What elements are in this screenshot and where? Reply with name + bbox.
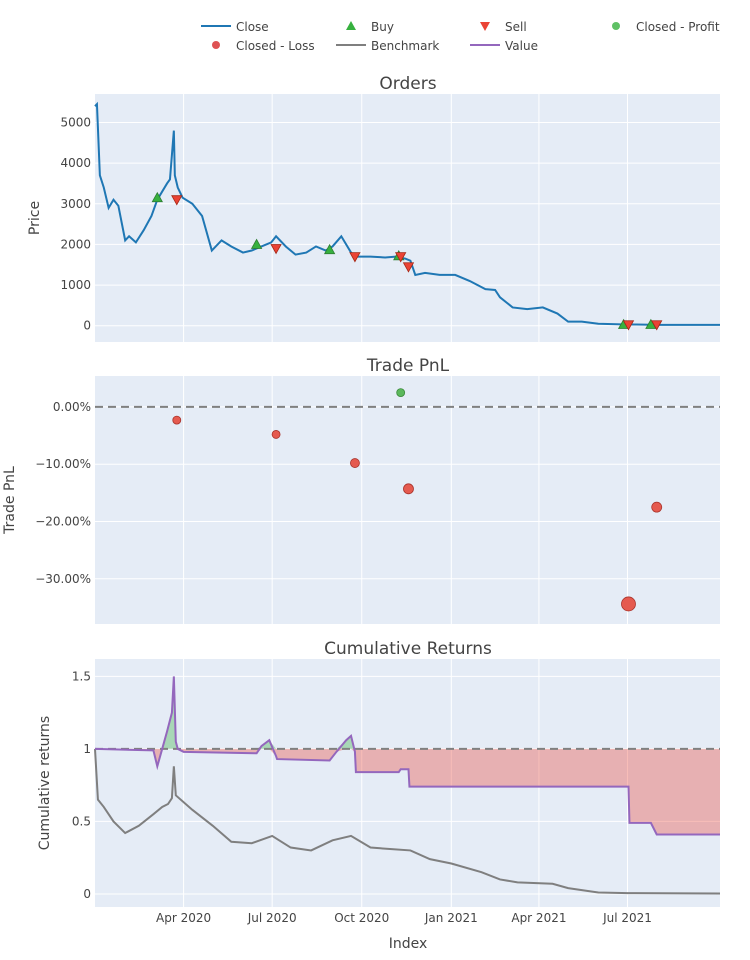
y-tick-label: 1000 <box>60 278 91 292</box>
closed-profit-point[interactable] <box>396 388 406 398</box>
legend-label: Benchmark <box>371 39 439 53</box>
legend-label: Buy <box>371 20 394 34</box>
sell-marker[interactable] <box>651 320 663 331</box>
legend[interactable]: Close Buy Sell Closed - Profit Closed - Loss… <box>201 20 720 53</box>
returns-plot-area[interactable]: 0 0.5 1 1.5 <box>72 659 721 907</box>
y-tick-label: 4000 <box>60 156 91 170</box>
y-tick-label: 0 <box>83 887 91 901</box>
legend-item-value[interactable]: Value <box>470 39 538 53</box>
legend-label: Closed - Profit <box>636 20 720 34</box>
legend-circle-icon <box>612 22 620 30</box>
sell-marker[interactable] <box>349 252 361 263</box>
legend-label: Close <box>236 20 269 34</box>
legend-item-closed_loss[interactable]: Closed - Loss <box>212 39 315 53</box>
y-tick-label: −30.00% <box>35 572 91 586</box>
legend-item-closed_profit[interactable]: Closed - Profit <box>612 20 720 34</box>
y-tick-label: 0.00% <box>53 400 91 414</box>
legend-item-buy[interactable]: Buy <box>346 20 394 34</box>
x-tick-label: Jul 2020 <box>247 911 297 925</box>
orders-y-axis-label: Price <box>27 201 43 235</box>
x-tick-label: Jul 2021 <box>602 911 652 925</box>
x-tick-label: Jan 2021 <box>424 911 478 925</box>
orders-panel: Orders 0 1000 2000 3000 4000 5000 Price <box>27 74 720 342</box>
x-axis-ticks: Apr 2020 Jul 2020 Oct 2020 Jan 2021 Apr 2021… <box>156 911 652 925</box>
legend-item-close[interactable]: Close <box>201 20 269 34</box>
sell-marker[interactable] <box>395 252 407 263</box>
y-tick-label: 3000 <box>60 197 91 211</box>
x-tick-label: Oct 2020 <box>334 911 389 925</box>
y-tick-label: 0.5 <box>72 814 91 828</box>
closed-loss-point[interactable] <box>651 501 663 513</box>
sell-marker[interactable] <box>622 320 635 331</box>
y-tick-label: 0 <box>83 319 91 333</box>
close-price-line <box>94 101 720 326</box>
y-tick-label: −10.00% <box>35 457 91 471</box>
x-tick-label: Apr 2021 <box>511 911 566 925</box>
pnl-title: Trade PnL <box>366 356 450 376</box>
legend-label: Sell <box>505 20 527 34</box>
buy-marker[interactable] <box>151 191 163 203</box>
returns-title: Cumulative Returns <box>324 639 492 659</box>
y-tick-label: 1.5 <box>72 669 91 683</box>
legend-label: Closed - Loss <box>236 39 315 53</box>
buy-marker[interactable] <box>250 238 263 249</box>
plot-background <box>95 659 720 907</box>
legend-item-benchmark[interactable]: Benchmark <box>336 39 439 53</box>
legend-label: Value <box>505 39 538 53</box>
closed-loss-point[interactable] <box>172 415 182 425</box>
legend-item-sell[interactable]: Sell <box>480 20 527 34</box>
sell-marker[interactable] <box>171 195 183 206</box>
y-tick-label: −20.00% <box>35 514 91 528</box>
sell-marker[interactable] <box>402 262 415 273</box>
legend-triangle-down-icon <box>480 22 490 31</box>
pnl-plot-area[interactable]: 0.00% −10.00% −20.00% −30.00% <box>35 376 720 624</box>
orders-title: Orders <box>379 74 436 94</box>
plot-background <box>95 94 720 342</box>
x-tick-label: Apr 2020 <box>156 911 211 925</box>
plot-background <box>95 376 720 624</box>
pnl-y-axis-label: Trade PnL <box>2 466 18 535</box>
y-tick-label: 1 <box>83 742 91 756</box>
closed-loss-point[interactable] <box>271 430 281 439</box>
benchmark-line <box>94 748 721 895</box>
drawdown-fill-area <box>95 748 720 835</box>
value-line <box>94 676 720 836</box>
returns-panel: Cumulative Returns 0 0.5 1 1.5 Cumulative r… <box>37 639 721 907</box>
closed-loss-point[interactable] <box>350 458 360 468</box>
orders-plot-area[interactable]: 0 1000 2000 3000 4000 5000 <box>60 94 720 342</box>
pnl-panel: Trade PnL 0.00% −10.00% −20.00% −30.00% Tra… <box>2 356 720 624</box>
buy-marker[interactable] <box>323 243 336 255</box>
legend-triangle-up-icon <box>346 21 356 30</box>
y-tick-label: 5000 <box>60 115 91 129</box>
x-axis-label: Index <box>389 936 428 952</box>
closed-loss-point[interactable] <box>621 596 636 612</box>
sell-marker[interactable] <box>270 244 282 255</box>
legend-circle-icon <box>212 41 220 49</box>
closed-loss-point[interactable] <box>403 483 414 495</box>
returns-y-axis-label: Cumulative returns <box>37 716 53 850</box>
y-tick-label: 2000 <box>60 237 91 251</box>
